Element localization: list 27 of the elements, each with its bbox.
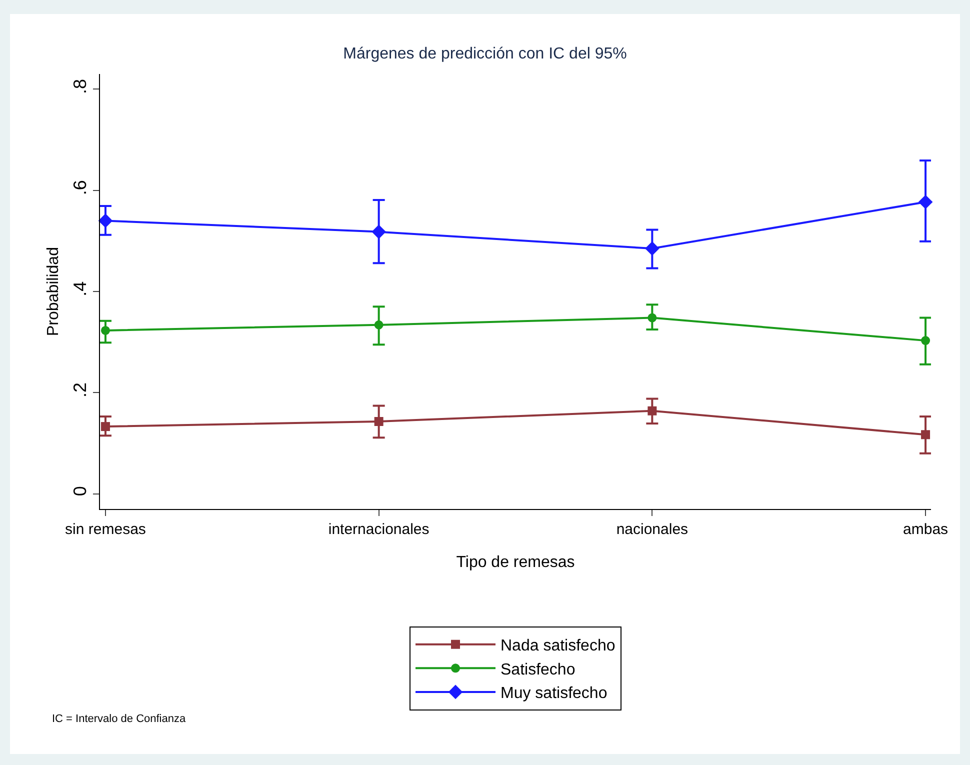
x-tick-label: nacionales: [616, 521, 688, 538]
point: [98, 214, 113, 228]
point: [921, 336, 930, 346]
legend-label: Satisfecho: [500, 661, 576, 678]
y-tick-label: 0: [70, 486, 90, 496]
y-tick-label: .6: [70, 180, 90, 196]
point: [372, 224, 386, 239]
point: [918, 194, 933, 210]
x-tick-label: internacionales: [328, 521, 430, 538]
x-tick-label: sin remesas: [65, 521, 146, 538]
y-tick-label: .4: [70, 281, 90, 296]
x-axis-title: Tipo de remesas: [456, 554, 575, 571]
y-axis-title: Probabilidad: [45, 247, 62, 336]
x-tick-label: ambas: [903, 521, 948, 538]
legend-label: Nada satisfecho: [500, 638, 616, 655]
point: [648, 406, 657, 416]
point: [645, 241, 660, 256]
y-tick-label: .2: [70, 382, 90, 398]
legend-label: Muy satisfecho: [500, 685, 608, 702]
point: [374, 416, 384, 426]
chart-title: Márgenes de predicción con IC del 95%: [343, 46, 627, 62]
point: [374, 320, 384, 330]
text: IC = Intervalo de Confianza: [52, 713, 186, 725]
point: [648, 313, 657, 322]
y-tick-label: .8: [70, 78, 90, 94]
point: [921, 430, 930, 440]
point: [100, 326, 110, 335]
